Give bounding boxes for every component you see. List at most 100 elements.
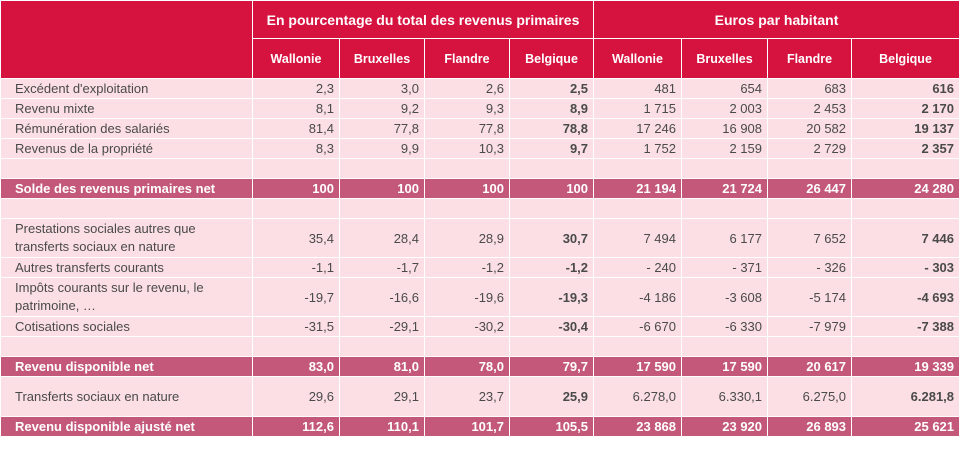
- total-row: Solde des revenus primaires net 100 100 …: [0, 178, 961, 199]
- cell: 81,0: [339, 356, 425, 377]
- cell: 100: [424, 178, 510, 199]
- row-label: Solde des revenus primaires net: [0, 178, 253, 199]
- cell: 8,1: [252, 98, 340, 119]
- cell: 2 357: [851, 138, 961, 159]
- cell: 1 752: [593, 138, 683, 159]
- row-label: Autres transferts courants: [0, 257, 253, 278]
- spacer-row: [0, 198, 961, 219]
- cell: 26 447: [767, 178, 853, 199]
- cell: 101,7: [424, 416, 510, 437]
- col-header: Belgique: [508, 38, 595, 79]
- cell: -5 174: [767, 277, 853, 317]
- row-label: Cotisations sociales: [0, 316, 253, 337]
- cell: 9,9: [339, 138, 425, 159]
- cell: 654: [681, 78, 769, 99]
- cell: 83,0: [252, 356, 340, 377]
- cell: 17 590: [593, 356, 683, 377]
- row-label: Revenus de la propriété: [0, 138, 253, 159]
- cell: 29,1: [339, 376, 425, 417]
- cell: 100: [339, 178, 425, 199]
- group-header-percent: En pourcentage du total des revenus prim…: [251, 0, 595, 39]
- cell: 105,5: [508, 416, 595, 437]
- table-row: Rémunération des salariés 81,4 77,8 77,8…: [0, 118, 961, 139]
- cell: 9,2: [339, 98, 425, 119]
- cell: 2,6: [424, 78, 510, 99]
- cell: 21 724: [681, 178, 769, 199]
- cell: 2,5: [508, 78, 595, 99]
- cell: 6 177: [681, 218, 769, 258]
- cell: -3 608: [681, 277, 769, 317]
- cell: - 240: [593, 257, 683, 278]
- cell: 683: [767, 78, 853, 99]
- col-header: Belgique: [851, 38, 961, 79]
- cell: 20 617: [767, 356, 853, 377]
- cell: -1,1: [252, 257, 340, 278]
- cell: 23 868: [593, 416, 683, 437]
- cell: 26 893: [767, 416, 853, 437]
- cell: -1,2: [508, 257, 595, 278]
- cell: 29,6: [252, 376, 340, 417]
- cell: -19,3: [508, 277, 595, 317]
- row-label: Transferts sociaux en nature: [0, 376, 253, 417]
- cell: 23 920: [681, 416, 769, 437]
- cell: 616: [851, 78, 961, 99]
- cell: 7 494: [593, 218, 683, 258]
- cell: 16 908: [681, 118, 769, 139]
- table-row: Impôts courants sur le revenu, le patrim…: [0, 277, 961, 317]
- cell: 2 729: [767, 138, 853, 159]
- row-label: Revenu disponible net: [0, 356, 253, 377]
- table-row: Revenu mixte 8,1 9,2 9,3 8,9 1 715 2 003…: [0, 98, 961, 119]
- spacer-row: [0, 158, 961, 179]
- row-label: Rémunération des salariés: [0, 118, 253, 139]
- spacer-row: [0, 336, 961, 357]
- cell: -16,6: [339, 277, 425, 317]
- cell: 6.330,1: [681, 376, 769, 417]
- cell: -7 388: [851, 316, 961, 337]
- cell: -1,7: [339, 257, 425, 278]
- cell: 110,1: [339, 416, 425, 437]
- cell: 112,6: [252, 416, 340, 437]
- cell: 3,0: [339, 78, 425, 99]
- cell: 100: [508, 178, 595, 199]
- cell: -6 670: [593, 316, 683, 337]
- cell: 20 582: [767, 118, 853, 139]
- cell: -19,7: [252, 277, 340, 317]
- cell: 24 280: [851, 178, 961, 199]
- cell: -1,2: [424, 257, 510, 278]
- cell: 2 159: [681, 138, 769, 159]
- cell: 25 621: [851, 416, 961, 437]
- row-label: Revenu disponible ajusté net: [0, 416, 253, 437]
- cell: 28,4: [339, 218, 425, 258]
- table-row: Excédent d'exploitation 2,3 3,0 2,6 2,5 …: [0, 78, 961, 99]
- cell: 2 170: [851, 98, 961, 119]
- cell: 19 137: [851, 118, 961, 139]
- cell: 6.281,8: [851, 376, 961, 417]
- group-header-euros: Euros par habitant: [593, 0, 961, 39]
- col-header: Flandre: [424, 38, 510, 79]
- table-row: Revenus de la propriété 8,3 9,9 10,3 9,7…: [0, 138, 961, 159]
- cell: 79,7: [508, 356, 595, 377]
- cell: 78,0: [424, 356, 510, 377]
- cell: -7 979: [767, 316, 853, 337]
- cell: -4 186: [593, 277, 683, 317]
- cell: 8,9: [508, 98, 595, 119]
- income-table: En pourcentage du total des revenus prim…: [0, 0, 961, 437]
- cell: 9,3: [424, 98, 510, 119]
- row-label: Impôts courants sur le revenu, le patrim…: [0, 277, 253, 317]
- cell: 77,8: [339, 118, 425, 139]
- cell: 6.275,0: [767, 376, 853, 417]
- cell: 30,7: [508, 218, 595, 258]
- row-label: Revenu mixte: [0, 98, 253, 119]
- cell: - 303: [851, 257, 961, 278]
- cell: 28,9: [424, 218, 510, 258]
- cell: -29,1: [339, 316, 425, 337]
- table-row: Autres transferts courants -1,1 -1,7 -1,…: [0, 257, 961, 278]
- col-header: Bruxelles: [681, 38, 769, 79]
- cell: 1 715: [593, 98, 683, 119]
- cell: 17 246: [593, 118, 683, 139]
- cell: 2 453: [767, 98, 853, 119]
- cell: - 326: [767, 257, 853, 278]
- col-header: Wallonie: [252, 38, 340, 79]
- cell: 9,7: [508, 138, 595, 159]
- cell: 25,9: [508, 376, 595, 417]
